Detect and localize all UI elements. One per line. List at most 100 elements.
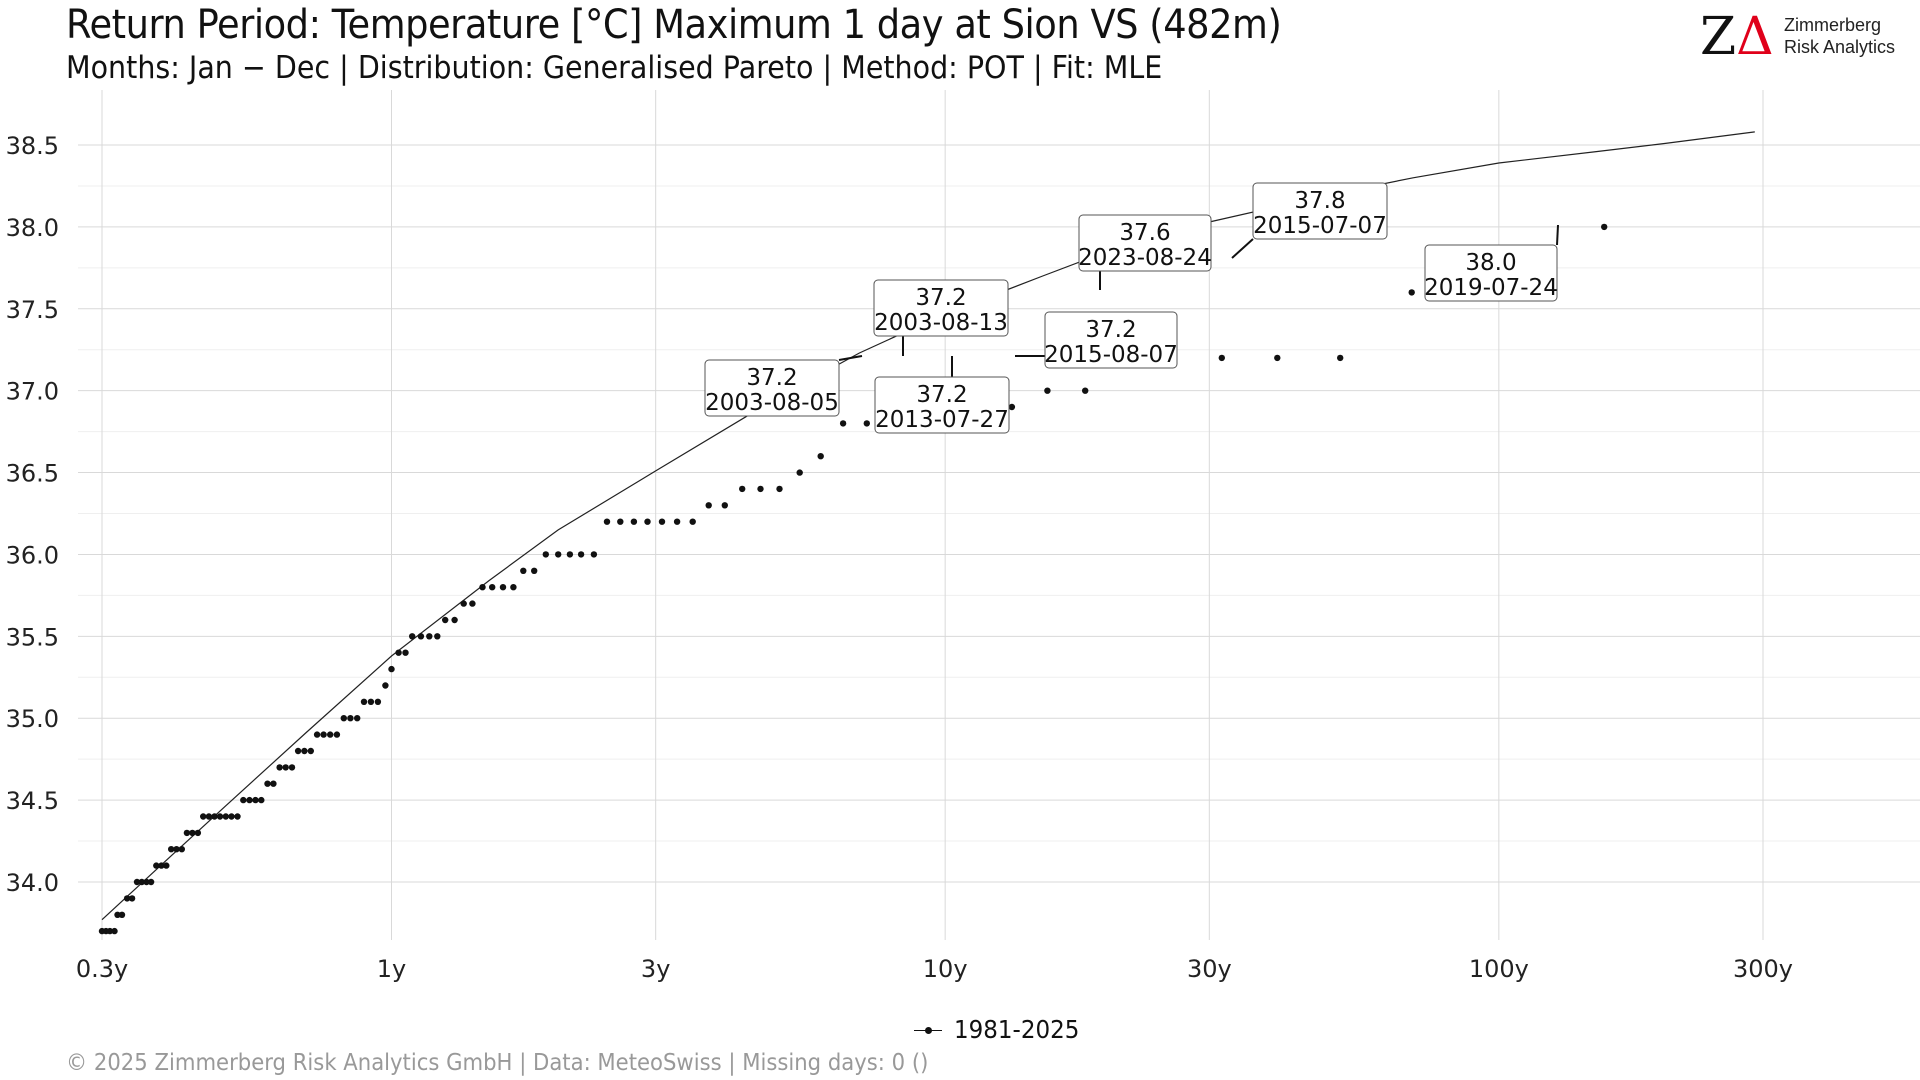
legend-label: 1981-2025 xyxy=(954,1015,1080,1044)
data-point xyxy=(354,715,361,722)
annotation-connector xyxy=(1556,224,1559,246)
annotation-date: 2013-07-27 xyxy=(875,407,1009,433)
data-point xyxy=(617,518,624,525)
logo-mark: ZΔ xyxy=(1700,8,1774,66)
logo-mark-z: Z xyxy=(1700,7,1737,67)
annotation-box xyxy=(873,279,1009,337)
data-point xyxy=(301,747,308,755)
logo-line-1: Zimmerberg xyxy=(1784,15,1882,35)
data-point xyxy=(1601,223,1608,231)
data-point xyxy=(240,796,247,804)
x-tick-label: 30y xyxy=(1187,955,1232,983)
data-point xyxy=(211,813,218,820)
data-point xyxy=(577,551,585,558)
annotation-date: 2015-08-07 xyxy=(1044,342,1178,368)
logo-brand-text: Zimmerberg Risk Analytics xyxy=(1784,14,1895,58)
annotation-value: 37.2 xyxy=(916,382,967,408)
data-point xyxy=(402,649,409,656)
annotation-box xyxy=(704,359,840,417)
data-point xyxy=(442,616,449,624)
data-point xyxy=(258,796,265,804)
annotation-date: 2019-07-24 xyxy=(1424,275,1558,301)
data-point xyxy=(205,813,213,820)
annotation-box xyxy=(874,376,1010,434)
annotation-date: 2023-08-24 xyxy=(1078,245,1212,271)
data-point xyxy=(395,649,402,656)
data-point xyxy=(347,715,354,722)
data-point xyxy=(757,485,764,493)
data-point xyxy=(133,878,141,886)
annotation-box xyxy=(1078,214,1212,272)
annotation-value: 37.6 xyxy=(1119,220,1170,246)
x-tick-label: 1y xyxy=(377,955,406,983)
annotation-date: 2015-07-07 xyxy=(1253,213,1387,239)
data-point xyxy=(246,796,253,804)
x-tick-label: 0.3y xyxy=(76,955,128,983)
data-point xyxy=(409,633,416,640)
x-tick-label: 10y xyxy=(923,955,968,983)
data-point xyxy=(566,551,574,558)
data-point xyxy=(839,420,847,427)
data-point xyxy=(194,829,202,837)
data-point xyxy=(1218,354,1226,362)
data-point xyxy=(282,764,289,771)
data-point xyxy=(689,518,696,525)
data-point xyxy=(333,731,341,738)
data-point xyxy=(158,862,165,869)
data-point xyxy=(327,731,334,738)
logo-mark-delta: Δ xyxy=(1736,7,1774,67)
data-point xyxy=(451,616,458,624)
return-period-chart: 34.0 34.5 35.0 35.5 36.0 36.5 37.0 37.5 38.0 38.5… xyxy=(6,90,1920,983)
data-point xyxy=(542,551,549,558)
data-point xyxy=(673,518,681,525)
annotation-value: 37.8 xyxy=(1294,188,1345,214)
data-point xyxy=(178,846,185,853)
data-point xyxy=(143,878,150,886)
data-point xyxy=(123,895,131,902)
data-point xyxy=(183,829,191,837)
data-point xyxy=(118,911,126,918)
legend: 1981-2025 xyxy=(910,1015,1090,1044)
data-point xyxy=(153,862,160,869)
annotation-value: 38.0 xyxy=(1465,250,1516,276)
data-point xyxy=(114,911,121,918)
data-point xyxy=(739,485,746,493)
data-points xyxy=(98,223,1608,935)
data-point xyxy=(479,584,486,591)
data-point xyxy=(531,567,538,574)
data-point xyxy=(264,780,271,787)
y-tick-label: 37.5 xyxy=(6,296,59,324)
data-point xyxy=(270,780,277,787)
data-point xyxy=(222,813,229,820)
data-point xyxy=(658,518,666,525)
y-tick-label: 35.5 xyxy=(6,623,59,651)
data-point xyxy=(360,698,368,705)
annotations: 37.22003-08-0537.22003-08-1337.22013-07-… xyxy=(704,182,1559,434)
y-tick-label: 38.5 xyxy=(6,132,59,160)
y-tick-label: 35.0 xyxy=(6,705,59,733)
data-point xyxy=(367,698,375,705)
y-tick-label: 34.0 xyxy=(6,869,59,897)
data-point xyxy=(173,846,180,853)
data-point xyxy=(307,747,314,755)
data-point xyxy=(460,600,467,607)
annotation-value: 37.2 xyxy=(915,285,966,311)
chart-title: Return Period: Temperature [°C] Maximum … xyxy=(66,2,1282,48)
annotation-box xyxy=(1044,311,1178,369)
data-point xyxy=(721,502,728,509)
annotation-box xyxy=(1252,182,1388,240)
data-point xyxy=(374,698,382,705)
axis-labels: 34.0 34.5 35.0 35.5 36.0 36.5 37.0 37.5 38.0 38.5… xyxy=(6,132,1793,983)
data-point xyxy=(106,927,114,935)
data-point xyxy=(590,551,598,558)
data-point xyxy=(1008,403,1016,411)
data-point xyxy=(294,747,302,755)
data-point xyxy=(216,813,224,820)
data-point xyxy=(417,633,425,640)
